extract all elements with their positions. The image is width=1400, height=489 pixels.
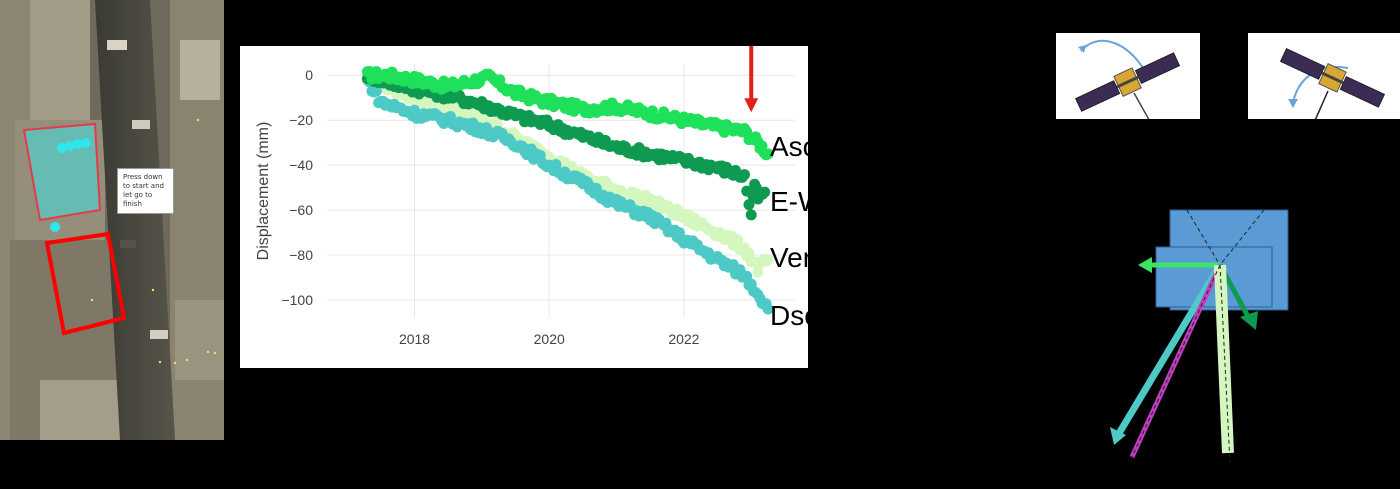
displacement-chart: 0 −20 −40 −60 −80 −100 2018 2020 2022 Displacemen… [255,46,795,347]
y-tick-label: −20 [289,112,313,128]
measurement-points [50,138,91,232]
data-point-asc [762,148,774,160]
data-point-dsc [370,85,382,97]
y-tick-label: −80 [289,247,313,263]
label-vertical: Vertical [770,242,862,273]
data-point-e-w [759,186,771,198]
ascending-satellite-illustration [1056,33,1200,119]
data-point-e-w [745,209,757,221]
los-geometry-diagram [1110,209,1289,464]
aerial-map [0,0,224,440]
label-asc: Asc [770,131,817,162]
data-point-vertical [752,266,764,278]
y-tick-label: −100 [281,292,313,308]
chart-panel: 0 −20 −40 −60 −80 −100 2018 2020 2022 Displacemen… [240,46,862,368]
data-point-dsc [762,303,774,315]
descending-satellite-illustration [1248,33,1400,119]
label-dsc: Dsc [770,300,819,331]
x-tick-label: 2018 [399,331,430,347]
event-marker-arrowhead [744,98,759,113]
data-point-vertical [732,234,744,246]
data-point-vertical [762,254,774,266]
y-tick-label: −40 [289,157,313,173]
drawing-tooltip: Press down to start and let go to finish [117,168,174,214]
data-point-e-w [743,199,755,211]
x-tick-label: 2022 [668,331,699,347]
label-ew: E-W [770,186,825,217]
data-point-vertical [743,247,755,259]
orbit-arrow-icon [1080,39,1147,74]
solar-panel-icon [1279,48,1326,80]
x-tick-label: 2020 [534,331,565,347]
y-axis-label: Displacement (mm) [255,122,272,261]
y-tick-label: −60 [289,202,313,218]
dsc-los-arrow [1114,263,1224,437]
data-point-e-w [738,169,750,181]
map-dots [90,118,217,365]
collapsed-building-outline [44,231,127,336]
solar-panel-icon [1075,80,1121,112]
y-tick-label: 0 [305,67,313,83]
